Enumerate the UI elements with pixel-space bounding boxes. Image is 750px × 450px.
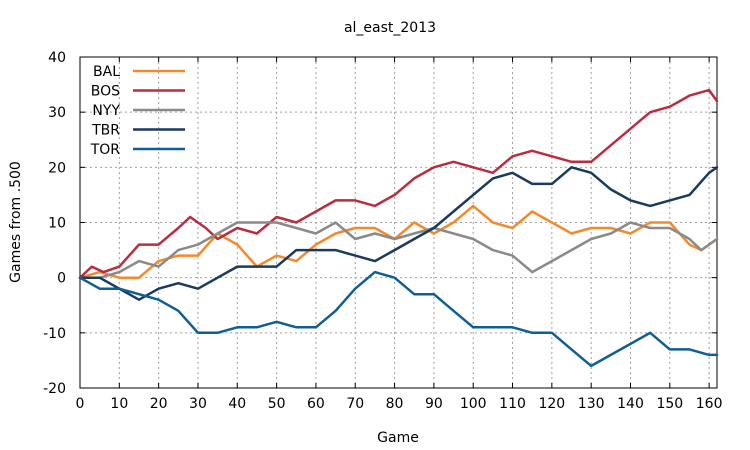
x-tick-label: 100 bbox=[460, 396, 487, 412]
chart-title: al_east_2013 bbox=[344, 20, 436, 36]
y-tick-label: -20 bbox=[43, 381, 66, 397]
x-tick-label: 120 bbox=[538, 396, 565, 412]
x-tick-label: 160 bbox=[696, 396, 723, 412]
legend-label-bal: BAL bbox=[93, 64, 120, 80]
x-tick-label: 80 bbox=[386, 396, 404, 412]
legend-label-tbr: TBR bbox=[91, 123, 120, 139]
axis-ticks: 0 10 20 30 40 50 60 70 80 90 100 110 120 130 140 150 160… bbox=[43, 50, 722, 412]
series-line-nyy bbox=[78, 221, 719, 279]
x-tick-label: 150 bbox=[656, 396, 683, 412]
y-axis-label: Games from .500 bbox=[8, 161, 24, 283]
y-tick-label: 40 bbox=[48, 50, 66, 66]
y-tick-label: 20 bbox=[48, 160, 66, 176]
series-line-tbr bbox=[78, 166, 719, 301]
series-lines bbox=[78, 88, 719, 368]
legend-label-tor: TOR bbox=[90, 142, 121, 158]
x-tick-label: 0 bbox=[76, 396, 85, 412]
x-tick-label: 10 bbox=[110, 396, 128, 412]
x-tick-label: 110 bbox=[499, 396, 526, 412]
legend-label-bos: BOS bbox=[91, 84, 120, 100]
x-tick-label: 50 bbox=[268, 396, 286, 412]
y-tick-label: 30 bbox=[48, 105, 66, 121]
x-tick-label: 70 bbox=[346, 396, 364, 412]
x-tick-label: 140 bbox=[617, 396, 644, 412]
x-tick-label: 90 bbox=[425, 396, 443, 412]
series-line-bos bbox=[78, 88, 719, 279]
series-line-bal bbox=[78, 204, 719, 279]
legend: BAL BOS NYY TBR TOR bbox=[90, 64, 185, 158]
x-tick-label: 40 bbox=[228, 396, 246, 412]
x-axis-label: Game bbox=[377, 430, 419, 446]
legend-label-nyy: NYY bbox=[92, 103, 120, 119]
grid bbox=[80, 57, 717, 388]
x-tick-label: 130 bbox=[578, 396, 605, 412]
series-line-tor bbox=[78, 270, 719, 368]
x-tick-label: 60 bbox=[307, 396, 325, 412]
y-tick-label: 10 bbox=[48, 216, 66, 232]
x-tick-label: 30 bbox=[189, 396, 207, 412]
y-tick-label: -10 bbox=[43, 326, 66, 342]
y-tick-label: 0 bbox=[57, 271, 66, 287]
x-tick-label: 20 bbox=[150, 396, 168, 412]
